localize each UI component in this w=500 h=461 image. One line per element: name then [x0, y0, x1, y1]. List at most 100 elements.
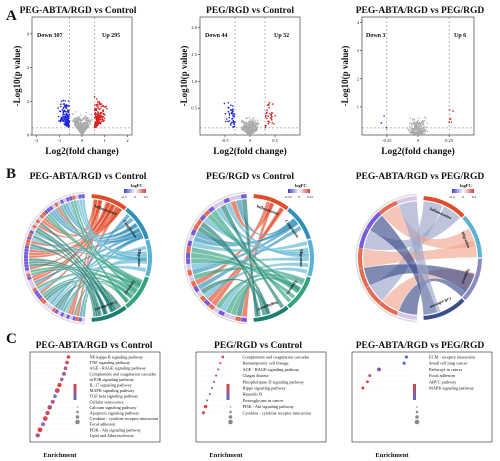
color-legend-bar: [413, 384, 416, 400]
gene-tick: [228, 319, 235, 323]
enrichment-plot-c1: PEG-ABTA/RGD vs Control Enrichment NF-ka…: [29, 341, 161, 459]
ns-point: [86, 124, 88, 126]
volcano-points: [32, 17, 132, 136]
term-label: NF-kappa B signaling pathway: [90, 355, 144, 360]
down-point: [228, 112, 231, 115]
gene-cell: [75, 316, 79, 322]
ns-point: [254, 124, 256, 126]
down-point: [229, 109, 232, 111]
gene-cell: [186, 252, 191, 258]
pathway-sector: [253, 194, 289, 211]
term-label: Cytokine - cytokine receptor interaction: [90, 416, 160, 421]
pathway-sector: [287, 207, 311, 240]
ns-point: [252, 127, 254, 129]
gene-cell: [358, 247, 363, 269]
up-point: [450, 121, 453, 123]
y-tick-label: 4: [357, 20, 360, 25]
chord-diagram-b3: PEG-ABTA/RGD vs PEG/RGD logFC -0.2 0 0.2…: [355, 172, 484, 323]
term-label: Small cell lung cancer: [429, 361, 468, 366]
down-point: [64, 114, 67, 116]
ns-point: [411, 122, 413, 125]
legend-tick: 0: [134, 195, 136, 199]
gene-cell: [46, 207, 52, 213]
down-point: [230, 121, 233, 124]
gene-tick: [222, 195, 229, 199]
up-point: [274, 115, 277, 117]
gene-cell: [28, 279, 33, 284]
gene-tick: [356, 226, 365, 248]
gene-tick: [68, 193, 72, 196]
ns-point: [257, 119, 259, 122]
legend-title: logFC: [295, 183, 307, 188]
gene-tick: [21, 258, 24, 262]
gene-tick: [190, 287, 196, 294]
down-point: [67, 105, 70, 107]
term-dot: [53, 394, 57, 399]
up-point: [94, 115, 97, 117]
chart-title: PEG-ABTA/RGD vs Control: [36, 341, 153, 351]
chord-ribbon: [59, 204, 143, 284]
gene-cell: [217, 199, 225, 207]
ns-point: [413, 133, 415, 135]
up-point: [99, 119, 101, 121]
down-point: [61, 115, 64, 117]
pathway-sector: [462, 215, 482, 258]
ns-point: [77, 118, 79, 121]
up-point: [98, 101, 101, 103]
term-label: Focal adhesion: [429, 373, 456, 378]
gene-tick: [40, 302, 44, 307]
plot-frame: [29, 351, 161, 443]
ns-point: [90, 113, 92, 116]
down-point: [65, 104, 68, 106]
gene-tick: [234, 321, 241, 324]
ns-point: [81, 127, 83, 130]
up-point: [95, 118, 97, 120]
down-point: [67, 126, 70, 128]
gene-cell: [29, 281, 35, 287]
down-point: [68, 121, 70, 124]
term-dot: [37, 427, 43, 433]
gene-cell: [229, 314, 236, 321]
gene-cell: [63, 313, 68, 319]
ns-point: [73, 119, 75, 121]
gene-tick: [81, 191, 85, 194]
ns-point: [417, 119, 419, 122]
up-point: [102, 118, 104, 121]
logfc-legend: logFC -0.25 0 0.25: [284, 183, 313, 199]
x-tick-label: 0.25: [445, 138, 454, 143]
down-point: [224, 120, 227, 123]
ns-point: [80, 114, 82, 116]
gene-tick: [377, 305, 397, 318]
down-point: [234, 121, 236, 123]
ns-point: [76, 126, 79, 129]
ns-point: [244, 128, 247, 130]
term-label: Hippo signaling pathway: [243, 386, 287, 391]
gene-cell: [37, 216, 43, 222]
gene-cell: [228, 195, 236, 202]
ns-point: [242, 128, 244, 130]
ns-point: [85, 120, 87, 122]
term-dot: [54, 388, 60, 393]
x-tick-label: 0: [417, 138, 420, 143]
gene-cell: [24, 245, 30, 249]
gene-tick: [197, 298, 203, 304]
ns-point: [252, 124, 254, 127]
ns-point: [246, 122, 249, 125]
gene-cell: [218, 310, 225, 317]
chart-title: PEG/RGD vs Control: [206, 6, 294, 16]
y-tick-label: 6: [27, 31, 30, 36]
gene-tick: [202, 302, 208, 309]
gene-tick: [39, 209, 44, 214]
term-label: Complement and coagulation cascades: [243, 355, 310, 360]
down-point: [64, 115, 67, 118]
term-label: Proteoglycans in cancer: [243, 398, 285, 403]
ns-point: [249, 120, 251, 123]
gene-tick: [186, 233, 190, 240]
gene-cell: [203, 299, 211, 307]
gene-cell: [33, 221, 39, 227]
legend-tick: 0.25: [307, 195, 313, 199]
size-legend-dot: [75, 419, 80, 425]
ns-point: [245, 123, 247, 125]
legend-title: logFC: [131, 183, 143, 188]
panel-letter-c: C: [6, 331, 17, 347]
